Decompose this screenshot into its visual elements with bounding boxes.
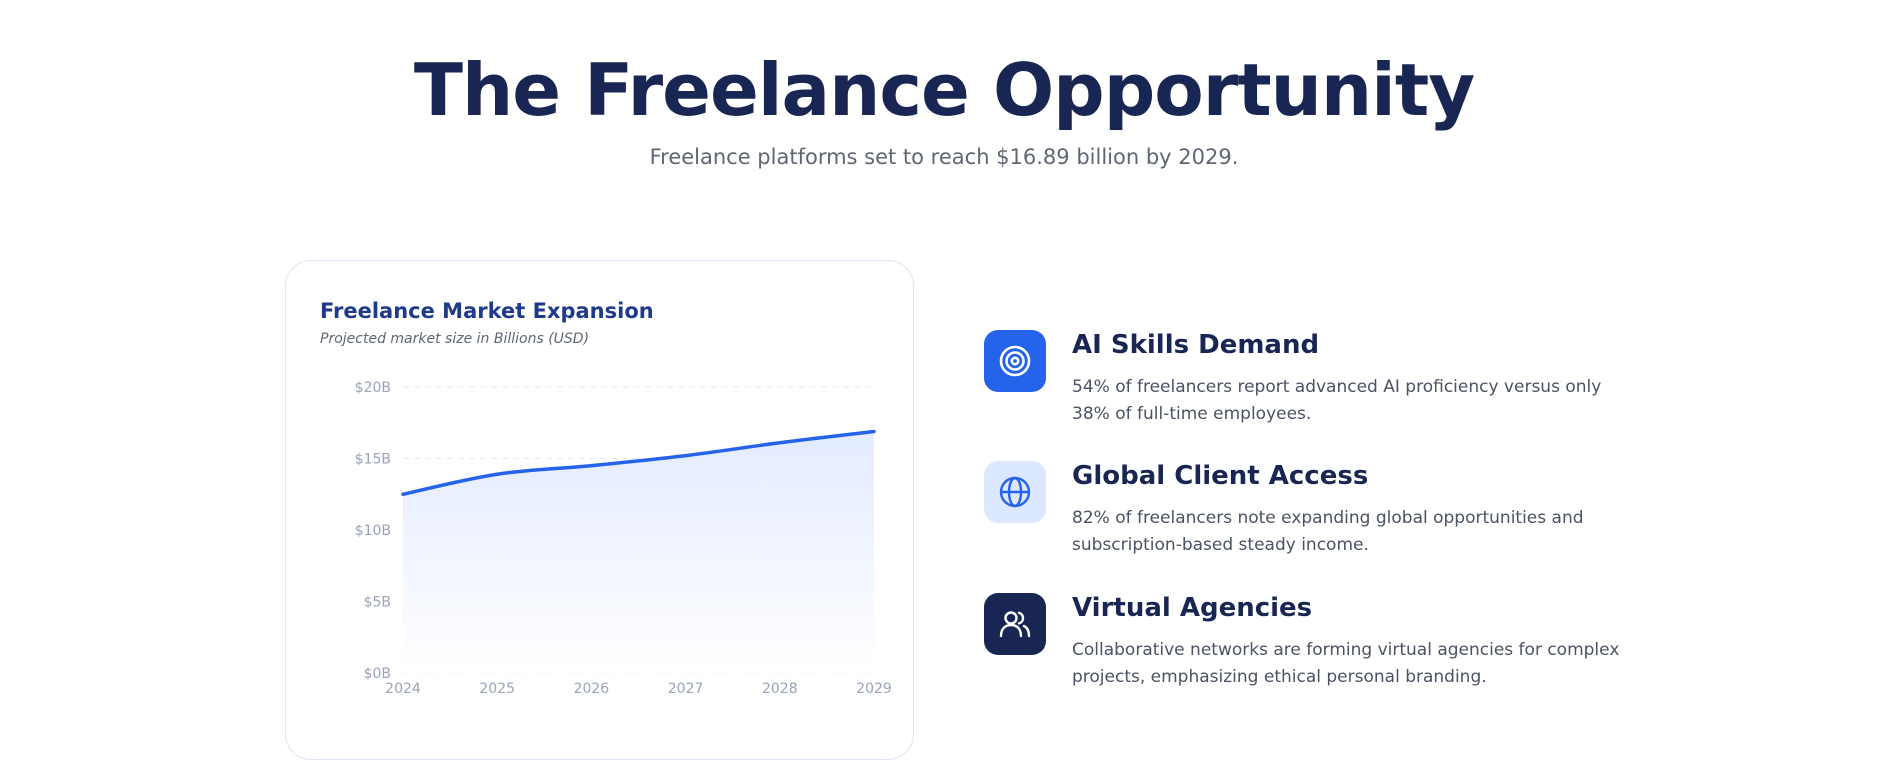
series-line [401, 429, 876, 496]
y-tick-label: $10B [355, 523, 391, 539]
x-tick-label: 2029 [856, 681, 892, 697]
users-icon [984, 593, 1046, 655]
market-chart: $0B $5B $10B $15B $20B 2024 2025 2026 2027 2028 20… [355, 380, 892, 697]
feature-title: Global Client Access [1072, 461, 1369, 491]
y-tick-label: $15B [355, 452, 391, 468]
chart-title: Freelance Market Expansion [320, 299, 654, 323]
data-point [778, 441, 782, 445]
x-tick-label: 2026 [574, 681, 610, 697]
feature-title: AI Skills Demand [1072, 330, 1320, 360]
y-tick-label: $5B [364, 595, 391, 611]
page-title: The Freelance Opportunity [413, 48, 1475, 132]
x-tick-label: 2025 [479, 681, 515, 697]
page-subtitle: Freelance platforms set to reach $16.89 … [649, 145, 1239, 169]
feature-text: 54% of freelancers report advanced AI pr… [1072, 377, 1602, 424]
data-point [872, 429, 876, 433]
data-point [495, 472, 499, 476]
chart-card: Freelance Market Expansion Projected mar… [285, 260, 914, 760]
feature-title: Virtual Agencies [1072, 593, 1313, 623]
x-tick-label: 2028 [762, 681, 798, 697]
y-tick-label: $20B [355, 380, 391, 396]
chart-subtitle: Projected market size in Billions (USD) [320, 331, 590, 347]
feature-text: 82% of freelancers note expanding global… [1072, 508, 1584, 555]
target-icon [984, 330, 1046, 392]
globe-icon [984, 461, 1046, 523]
data-point [401, 492, 405, 496]
series-area [403, 431, 874, 673]
feature-text: Collaborative networks are forming virtu… [1072, 640, 1620, 687]
data-point [684, 454, 688, 458]
x-tick-label: 2024 [385, 681, 421, 697]
x-tick-label: 2027 [668, 681, 704, 697]
y-tick-label: $0B [364, 666, 391, 682]
data-point [589, 464, 593, 468]
